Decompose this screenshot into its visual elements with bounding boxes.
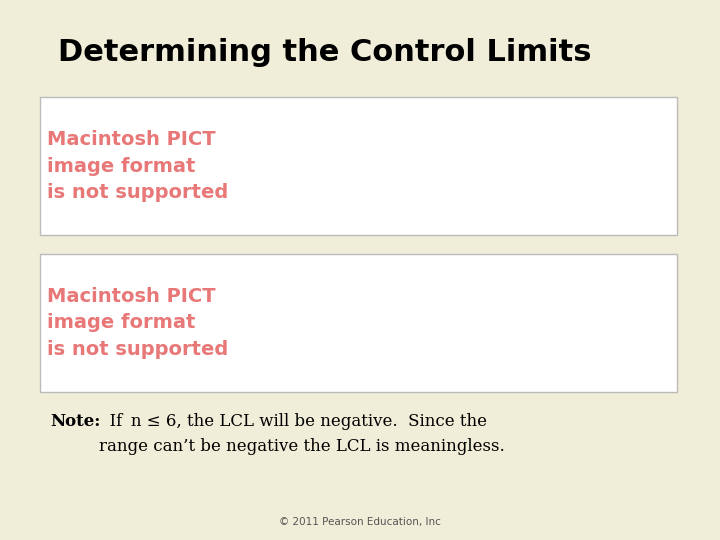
Text: If  n ≤ 6, the LCL will be negative.  Since the
range can’t be negative the LCL : If n ≤ 6, the LCL will be negative. Sinc…	[99, 413, 505, 455]
Text: Macintosh PICT
image format
is not supported: Macintosh PICT image format is not suppo…	[47, 287, 228, 359]
Text: Macintosh PICT
image format
is not supported: Macintosh PICT image format is not suppo…	[47, 130, 228, 202]
FancyBboxPatch shape	[40, 97, 677, 235]
Text: © 2011 Pearson Education, Inc: © 2011 Pearson Education, Inc	[279, 516, 441, 526]
Text: Note:: Note:	[50, 413, 101, 430]
Text: Determining the Control Limits: Determining the Control Limits	[58, 38, 591, 67]
FancyBboxPatch shape	[40, 254, 677, 392]
